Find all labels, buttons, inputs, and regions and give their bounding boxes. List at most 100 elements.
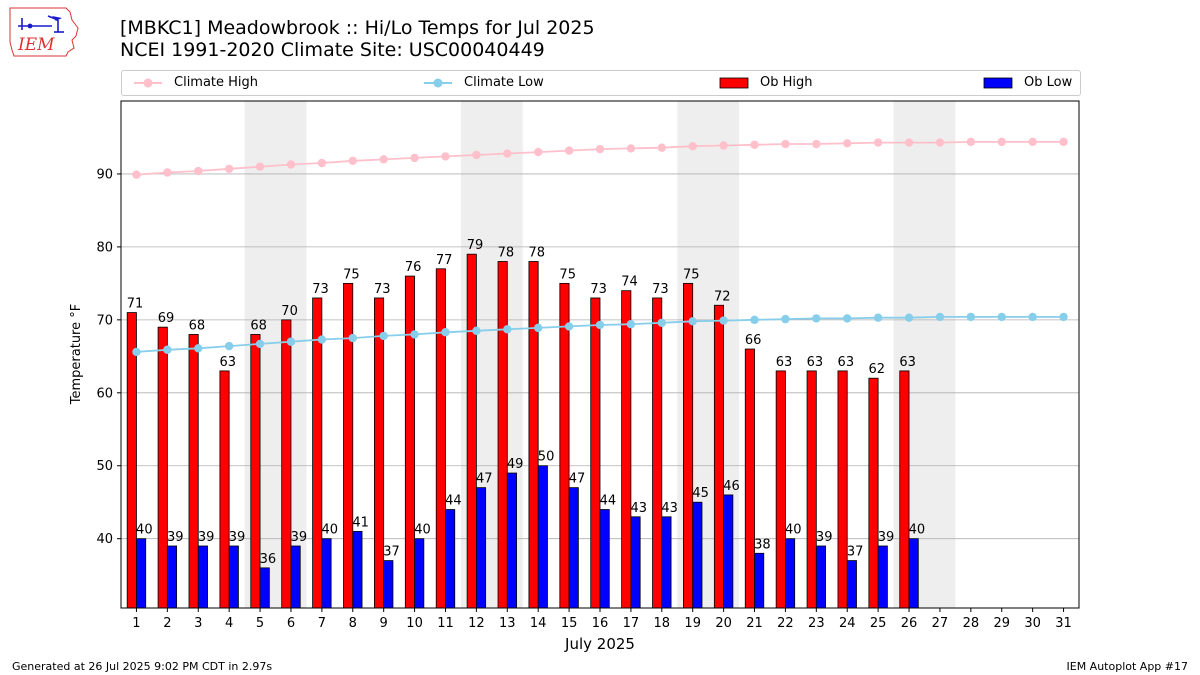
x-tick-label: 4	[225, 616, 233, 631]
ob-low-label: 41	[352, 515, 369, 530]
climate-high-point	[904, 138, 914, 147]
y-tick-label: 70	[96, 313, 113, 328]
climate-low-point	[843, 314, 852, 323]
ob-low-label: 36	[260, 552, 277, 567]
ob-high-bar	[713, 304, 725, 609]
ob-low-bar	[877, 545, 888, 609]
ob-high-bar	[590, 297, 601, 609]
climate-low-point	[472, 326, 481, 335]
x-tick-label: 21	[746, 616, 763, 631]
climate-low-point	[441, 328, 450, 337]
ob-high-bar	[837, 370, 848, 609]
climate-low-point	[317, 335, 327, 344]
climate-high-point	[255, 162, 265, 171]
x-tick-label: 26	[901, 616, 918, 631]
ob-low-bar	[661, 516, 672, 609]
climate-low-point	[750, 315, 759, 325]
ob-high-bar	[188, 334, 199, 609]
chart-subtitle: NCEI 1991-2020 Climate Site: USC00040449	[120, 39, 545, 61]
x-tick-label: 15	[561, 616, 578, 631]
ob-low-bar	[321, 538, 332, 609]
ob-low-bar	[445, 509, 456, 609]
ob-high-bar	[312, 297, 323, 609]
climate-high-point	[812, 139, 821, 149]
climate-low-point	[873, 313, 883, 322]
ob-high-bar	[466, 253, 477, 609]
climate-low-point	[255, 339, 265, 349]
ob-high-label: 66	[745, 333, 762, 348]
x-tick-label: 7	[318, 616, 326, 631]
climate-high-point	[935, 138, 945, 147]
climate-low-point	[132, 347, 141, 357]
climate-high-point	[503, 149, 512, 158]
climate-low-point	[935, 312, 945, 322]
legend-label-ob-low: Ob Low	[1024, 75, 1073, 90]
climate-high-point	[533, 147, 543, 157]
y-tick-label: 50	[96, 459, 113, 474]
climate-high-point	[163, 168, 172, 177]
x-tick-label: 17	[623, 616, 640, 631]
ob-high-label: 63	[838, 355, 855, 370]
climate-low-point	[657, 318, 667, 327]
ob-high-label: 75	[343, 267, 360, 282]
ob-low-bar	[908, 538, 919, 609]
x-tick-label: 30	[1024, 616, 1041, 631]
legend-label-ob-high: Ob High	[760, 75, 813, 90]
x-tick-label: 3	[194, 616, 202, 631]
y-tick-label: 60	[96, 386, 113, 401]
climate-high-point	[1028, 137, 1037, 147]
footer-app: IEM Autoplot App #17	[1066, 660, 1189, 673]
ob-high-label: 78	[529, 245, 546, 260]
ob-low-bar	[228, 545, 239, 609]
ob-high-label: 73	[312, 282, 329, 297]
y-tick-label: 80	[96, 240, 113, 255]
climate-high-point	[781, 139, 790, 149]
climate-high-point	[224, 164, 234, 174]
legend-label-climate-low: Climate Low	[464, 75, 544, 90]
x-tick-label: 29	[993, 616, 1010, 631]
ob-low-bar	[723, 494, 734, 609]
ob-low-bar	[568, 487, 579, 609]
ob-high-label: 79	[467, 238, 484, 253]
x-tick-label: 12	[468, 616, 485, 631]
climate-high-point	[286, 160, 296, 169]
ob-high-label: 78	[498, 245, 515, 260]
climate-low-point	[163, 345, 172, 354]
climate-low-point	[410, 330, 419, 339]
bar-value-labels: 71 69 68 63 68 70 73 75 73 76 77 79 78 78 75 73 74 73 75 72…	[127, 238, 925, 567]
x-tick-label: 18	[654, 616, 671, 631]
climate-high-point	[1059, 137, 1068, 147]
ob-high-label: 71	[127, 297, 144, 312]
legend-label-climate-high: Climate High	[174, 75, 259, 90]
ob-high-label: 72	[714, 289, 731, 304]
ob-high-label: 68	[250, 318, 267, 333]
ob-low-bar	[352, 531, 363, 609]
ob-low-label: 46	[723, 479, 740, 494]
climate-low-point	[1059, 312, 1068, 322]
ob-low-bar	[785, 538, 796, 609]
ob-high-bar	[528, 261, 539, 609]
climate-high-point	[441, 152, 450, 161]
climate-low-point	[503, 325, 512, 334]
x-tick-label: 25	[870, 616, 887, 631]
ob-high-bar	[868, 377, 879, 609]
ob-low-label: 39	[167, 530, 184, 545]
climate-low-point	[194, 344, 203, 353]
climate-low-point	[688, 317, 697, 326]
climate-low-point	[966, 312, 976, 322]
ob-high-label: 76	[405, 260, 422, 275]
x-tick-label: 6	[287, 616, 295, 631]
climate-high-point	[843, 139, 852, 148]
ob-low-label: 40	[321, 523, 338, 538]
ob-low-label: 37	[847, 545, 864, 560]
x-tick-label: 14	[530, 616, 547, 631]
climate-high-point	[657, 143, 667, 152]
footer-generated: Generated at 26 Jul 2025 9:02 PM CDT in …	[12, 660, 273, 673]
ob-high-label: 62	[868, 362, 885, 377]
x-tick-label: 1	[132, 616, 140, 631]
x-tick-label: 19	[684, 616, 701, 631]
logo-text: IEM	[17, 35, 55, 55]
ob-low-label: 39	[878, 530, 895, 545]
